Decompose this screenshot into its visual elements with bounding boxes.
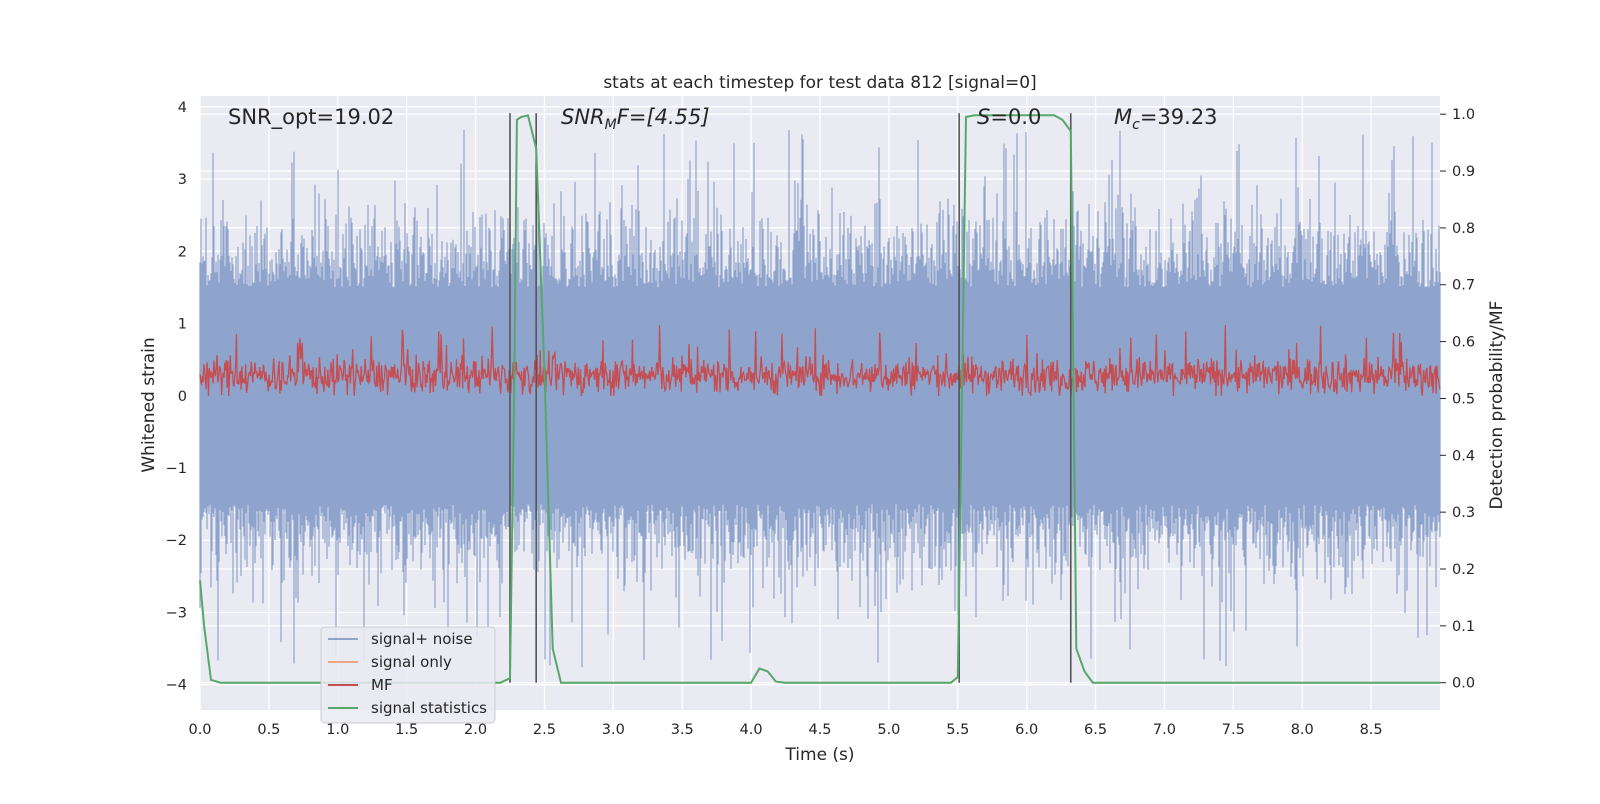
right-y-tick-label: 0.1 [1452, 619, 1475, 635]
left-y-tick-label: 3 [178, 172, 187, 188]
x-tick-label: 4.5 [808, 722, 831, 738]
right-y-tick-labels: 0.0 0.1 0.2 0.3 0.4 0.5 0.6 0.7 0.8 0.9 1.0 [1440, 107, 1475, 692]
right-y-tick-label: 0.7 [1452, 278, 1475, 294]
left-y-tick-label: −1 [166, 461, 187, 477]
snr-mf-annotation: SNRMF=[4.55] [561, 105, 710, 133]
s-rest: =0.0 [990, 105, 1041, 129]
x-tick-label: 3.0 [602, 722, 625, 738]
left-y-tick-labels: −4 −3 −2 −1 0 1 2 3 4 [166, 100, 187, 694]
s-italic: S [977, 105, 990, 129]
legend: signal+ noise signal only MF signal stat… [320, 626, 496, 724]
signal-statistics-line [199, 114, 1440, 684]
mc-sub: c [1132, 117, 1140, 133]
right-y-tick-label: 0.9 [1452, 164, 1475, 180]
right-y-tick-label: 1.0 [1452, 107, 1475, 123]
x-tick-label: 8.5 [1360, 722, 1383, 738]
snr-mf-sub: M [605, 117, 617, 133]
x-tick-label: 3.5 [671, 722, 694, 738]
left-y-tick-label: −3 [166, 605, 187, 621]
mf-line [199, 325, 1441, 396]
x-tick-label: 1.0 [326, 722, 349, 738]
legend-label-signal-only: signal only [371, 653, 452, 671]
x-tick-label: 7.0 [1153, 722, 1176, 738]
chart-title: stats at each timestep for test data 812… [603, 73, 1036, 93]
mc-base: M [1114, 105, 1132, 129]
x-tick-label: 0.5 [257, 722, 280, 738]
left-y-tick-label: 0 [178, 389, 187, 405]
x-tick-label: 5.5 [946, 722, 969, 738]
x-tick-label: 6.0 [1015, 722, 1038, 738]
right-y-tick-label: 0.6 [1452, 335, 1475, 351]
x-tick-label: 2.5 [533, 722, 556, 738]
s-annotation: S=0.0 [977, 105, 1041, 129]
x-tick-label: 1.5 [395, 722, 418, 738]
signal-statistics-series [199, 114, 1440, 684]
x-tick-labels: 0.0 0.5 1.0 1.5 2.0 2.5 3.0 3.5 4.0 4.5 5.0 5.5 6.0 6… [188, 722, 1382, 738]
snr-mf-rest: F=[4.55] [617, 105, 710, 129]
snr-mf-base: SNR [561, 105, 605, 129]
mc-rest: =39.23 [1140, 105, 1218, 129]
x-tick-label: 2.0 [464, 722, 487, 738]
mf-series [199, 325, 1441, 396]
legend-box [320, 626, 496, 724]
right-y-tick-label: 0.3 [1452, 505, 1475, 521]
left-y-tick-label: −2 [166, 533, 187, 549]
legend-label-signal-noise: signal+ noise [371, 630, 473, 648]
left-y-tick-label: 1 [178, 317, 187, 333]
left-y-tick-label: 2 [178, 244, 187, 260]
x-tick-label: 5.0 [877, 722, 900, 738]
x-tick-label: 8.0 [1291, 722, 1314, 738]
right-y-tick-label: 0.4 [1452, 448, 1475, 464]
x-tick-label: 4.0 [740, 722, 763, 738]
legend-label-mf: MF [371, 676, 393, 694]
x-axis-label: Time (s) [784, 745, 854, 765]
mc-annotation: Mc=39.23 [1114, 105, 1218, 133]
right-y-tick-label: 0.2 [1452, 562, 1475, 578]
x-tick-label: 7.5 [1222, 722, 1245, 738]
right-y-tick-label: 0.0 [1452, 676, 1475, 692]
right-y-tick-label: 0.8 [1452, 221, 1475, 237]
legend-label-signal-statistics: signal statistics [371, 699, 487, 717]
x-tick-label: 6.5 [1084, 722, 1107, 738]
x-tick-label: 0.0 [188, 722, 211, 738]
left-y-tick-label: 4 [178, 100, 187, 116]
right-y-axis-label: Detection probability/MF [1487, 301, 1507, 510]
right-y-tick-label: 0.5 [1452, 391, 1475, 407]
signal-noise-line [199, 130, 1441, 668]
snr-opt-annotation: SNR_opt=19.02 [228, 105, 394, 130]
left-y-tick-label: −4 [166, 678, 187, 694]
left-y-axis-label: Whitened strain [139, 337, 159, 472]
